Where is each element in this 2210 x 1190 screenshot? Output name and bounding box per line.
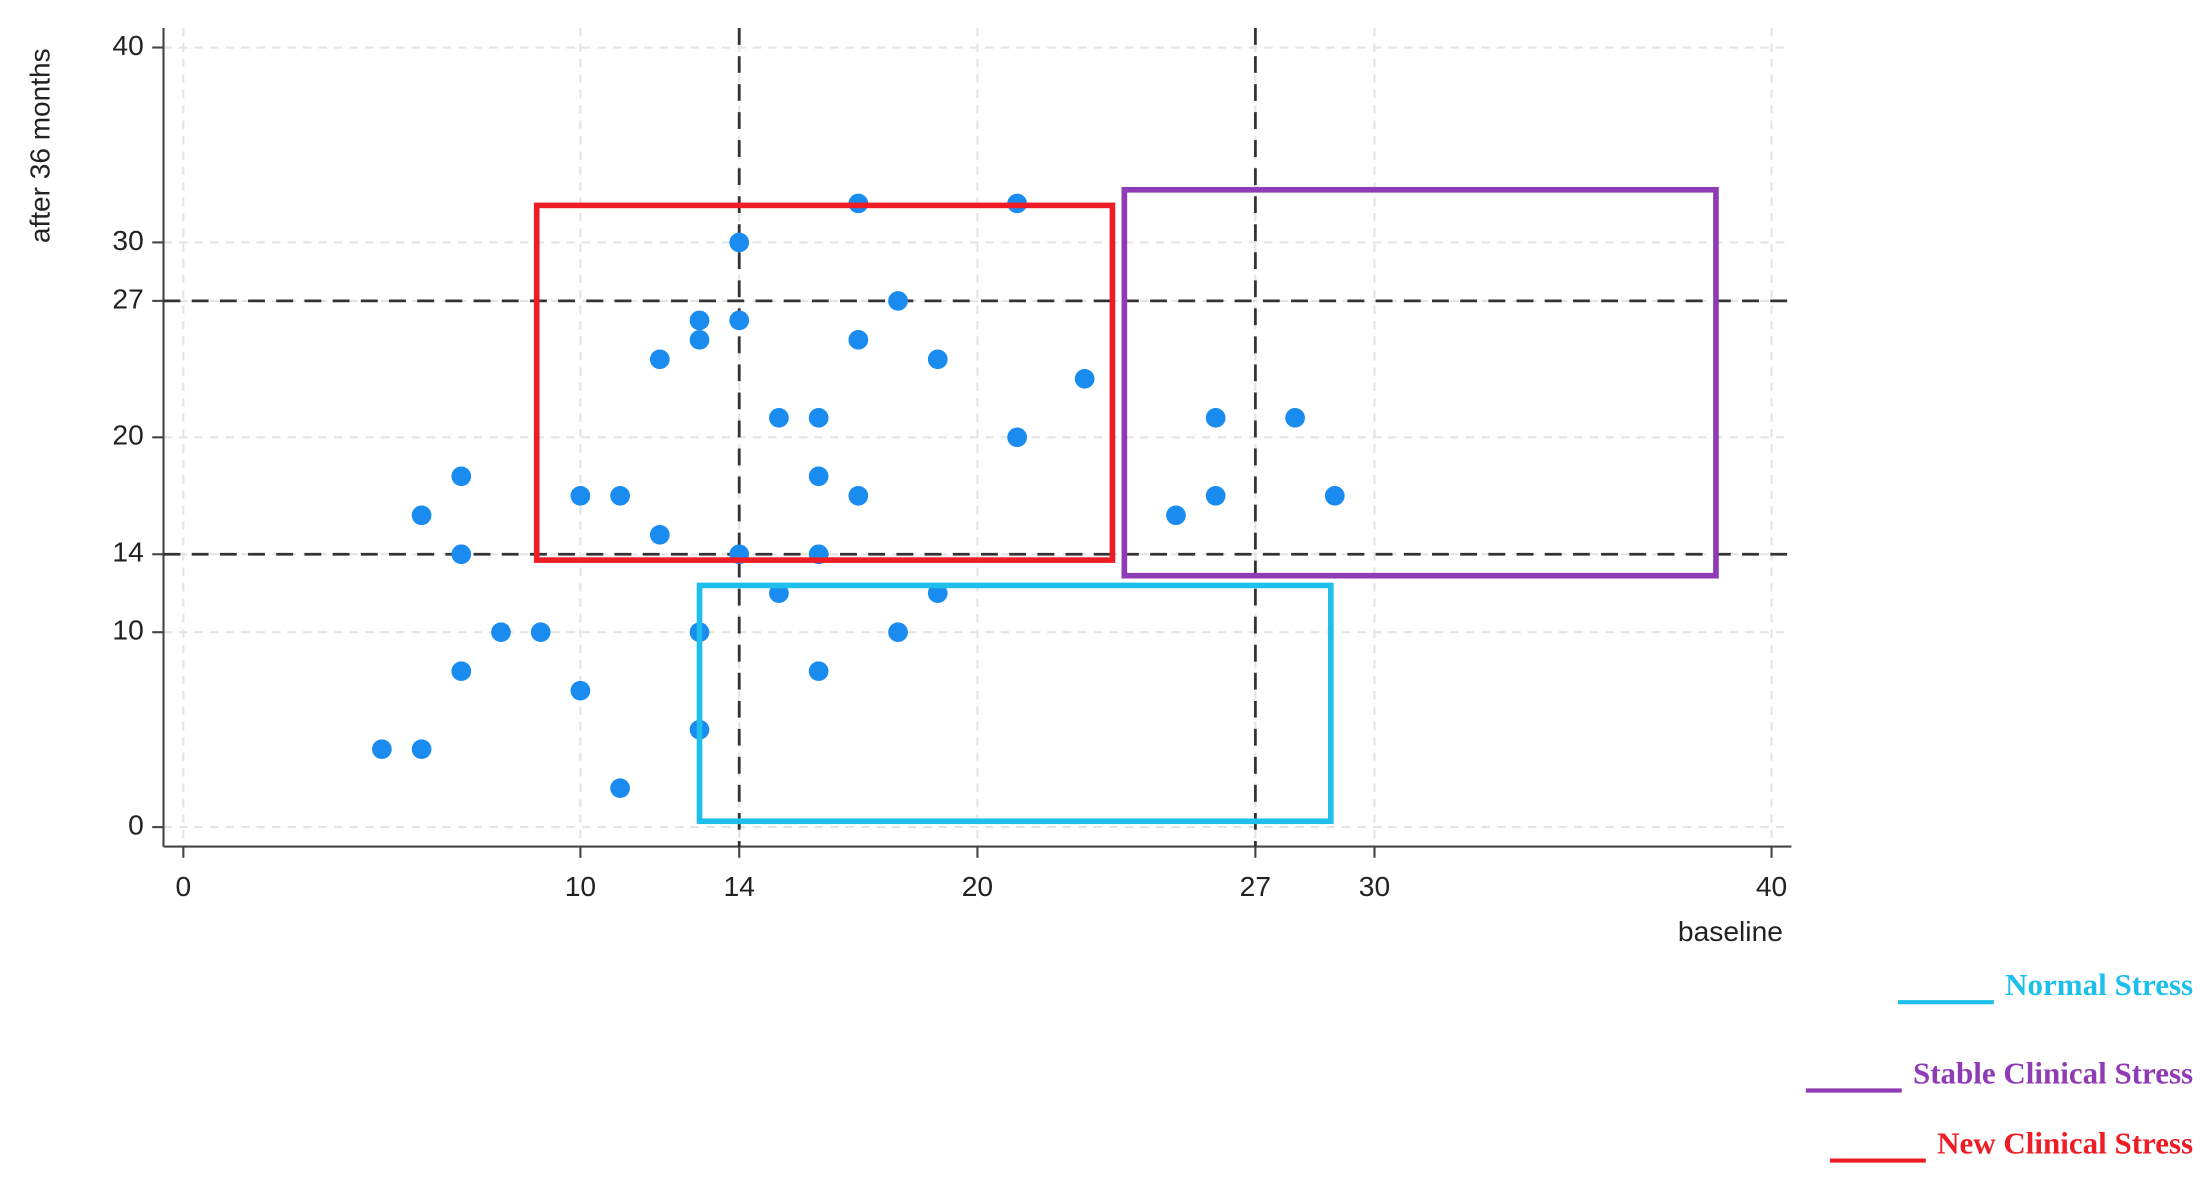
point [451,544,472,565]
point [808,408,829,428]
point [372,739,392,759]
x-tick-label: 20 [962,871,993,902]
point [411,739,432,759]
point [610,778,630,798]
legend-text: Normal Stress [2005,967,2193,1002]
region-box [1121,186,1719,579]
point [451,466,472,487]
point [1007,427,1028,448]
point [888,291,908,311]
point [530,622,551,643]
x-tick-label: 14 [724,871,755,902]
point [1285,408,1305,428]
point [451,661,472,682]
point [491,622,511,643]
point [649,524,670,545]
y-tick-label: 14 [112,537,143,568]
point [888,622,908,643]
point [848,485,869,506]
legend-text: Stable Clinical Stress [1913,1056,2193,1091]
point [689,330,710,350]
point [769,583,789,604]
point [1074,369,1095,389]
point [649,349,670,370]
x-tick-label: 10 [565,871,596,902]
region-box [696,582,1334,825]
point [1205,485,1226,506]
y-tick-label: 27 [112,283,143,314]
point [808,466,829,487]
y-tick-label: 30 [112,225,143,256]
y-axis-label: after 36 months [25,48,56,243]
point [769,408,789,428]
point [411,505,432,526]
y-tick-label: 40 [112,30,143,61]
point [927,349,948,370]
point [610,485,630,506]
point [570,485,591,506]
point [570,680,591,701]
x-axis-label: baseline [1678,916,1783,947]
point [808,661,829,682]
point [927,583,948,604]
point [1205,408,1226,428]
point [729,232,750,253]
x-tick-label: 0 [176,871,192,902]
point [1166,505,1186,526]
legend-text: New Clinical Stress [1937,1126,2193,1161]
y-tick-label: 10 [112,615,143,646]
point [729,310,750,331]
x-tick-label: 30 [1359,871,1390,902]
x-tick-label: 27 [1240,871,1271,902]
x-tick-label: 40 [1756,871,1787,902]
region-box [533,202,1116,563]
y-tick-label: 0 [128,810,144,841]
y-tick-label: 20 [112,420,143,451]
point [689,310,710,331]
point [848,330,869,350]
point [1324,485,1345,506]
